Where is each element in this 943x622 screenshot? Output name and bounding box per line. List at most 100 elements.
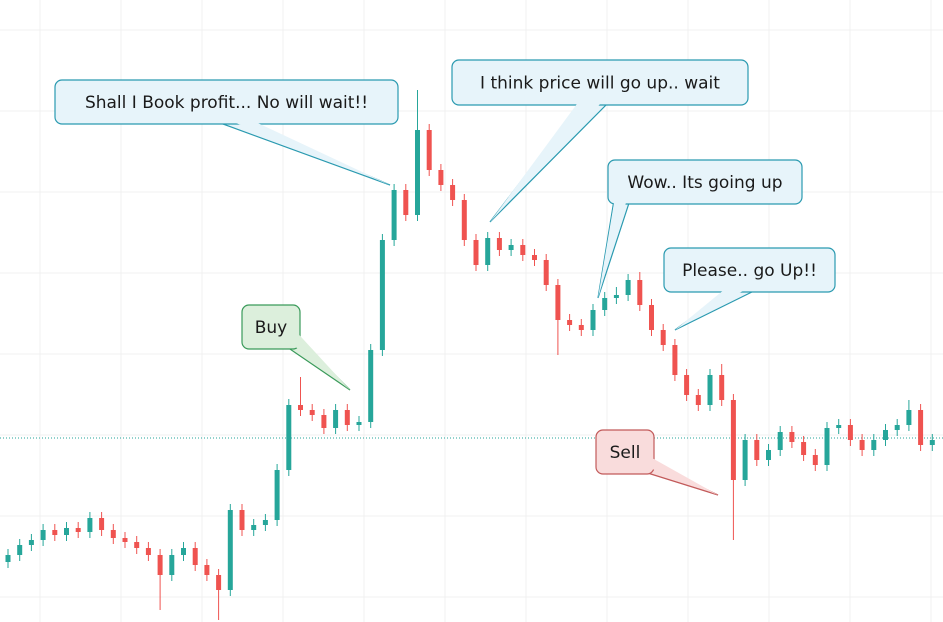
candle-body [695,395,701,405]
candle-body [344,410,350,425]
candle-body [883,430,888,440]
candle-body [719,375,725,400]
candle-body [99,518,105,530]
callout-text: I think price will go up.. wait [480,74,720,94]
candle-body [415,130,420,215]
candle-body [754,440,760,460]
candle-body [894,425,900,430]
callout: Sell [595,429,719,496]
candle-body [637,280,643,305]
candle-body [567,320,573,325]
candle-body [17,545,23,555]
callout-text: Please.. go Up!! [682,261,817,281]
callout-box [595,429,655,475]
callout-tail [211,119,391,186]
candle-body [286,405,292,470]
candle-body [871,440,877,450]
callouts: Shall I Book profit... No will wait!! I t… [54,59,836,496]
callout-joint [598,194,629,298]
callout-joint [490,95,609,222]
candle-body [426,130,432,170]
candle-body [555,285,561,320]
callout-box [241,304,301,350]
candle-body [403,190,409,215]
callout-text: Sell [610,443,641,463]
candle-body [906,410,912,425]
candle-body [28,540,34,545]
candle-body [110,530,116,538]
candle-body [812,455,818,465]
candle-body [321,415,327,428]
candle-body [239,510,245,530]
candle-body [87,518,93,532]
candle-body [684,375,690,395]
candle-body [379,240,385,350]
candle-body [438,170,444,185]
candle-body [625,280,631,295]
candle-body [75,528,81,532]
candle-body [192,548,198,565]
candle-body [333,410,339,428]
candle-body [801,442,807,455]
candle-body [590,310,596,330]
callout-text: Shall I Book profit... No will wait!! [85,93,368,113]
callout-text: Wow.. Its going up [627,173,782,193]
callout: Buy [241,304,351,391]
candle-body [181,548,186,555]
candles [5,90,935,620]
candle-body [824,428,830,465]
candle-body [251,525,257,530]
candle-body [613,295,619,298]
candle-body [742,440,748,480]
candle-body [5,555,11,562]
candle-body [766,450,771,460]
candle-body [274,470,280,520]
callout: Shall I Book profit... No will wait!! [54,79,399,186]
callout-box [663,247,836,293]
candle-body [450,185,456,200]
candle-body [64,528,69,535]
candle-body [836,425,842,428]
candle-body [777,432,783,450]
candle-body [391,190,397,240]
candle-body [859,440,865,450]
callout-joint [639,456,718,495]
candle-body [216,575,222,590]
callout-box [451,59,749,106]
candle-body [929,440,935,445]
candle-body [707,375,713,405]
callout: I think price will go up.. wait [451,59,749,223]
callout-tail [489,100,612,223]
callout: Wow.. Its going up [597,159,803,299]
candle-body [134,542,140,548]
candle-body [473,240,479,265]
candle-body [204,565,210,575]
callout-box [607,159,803,205]
candle-body [485,238,491,265]
candle-body [520,245,526,255]
candle-body [602,298,608,310]
callout-text: Buy [255,318,288,338]
candle-body [40,530,46,540]
candle-body [672,345,678,375]
candle-body [660,330,666,345]
callout-joint [675,282,759,330]
candle-body [578,325,584,330]
candle-body [461,200,467,240]
candle-body [145,548,151,555]
candle-body [730,400,736,480]
candle-body [543,260,549,285]
callout-box [54,79,399,125]
callout: Please.. go Up!! [663,247,836,331]
candle-body [169,555,175,575]
candle-body [496,238,502,250]
candle-body [789,432,795,442]
candle-body [508,245,514,250]
candle-body [356,422,362,425]
candle-body [298,405,303,410]
candle-body [532,255,537,260]
candle-body [847,425,853,440]
candle-body [649,305,654,330]
